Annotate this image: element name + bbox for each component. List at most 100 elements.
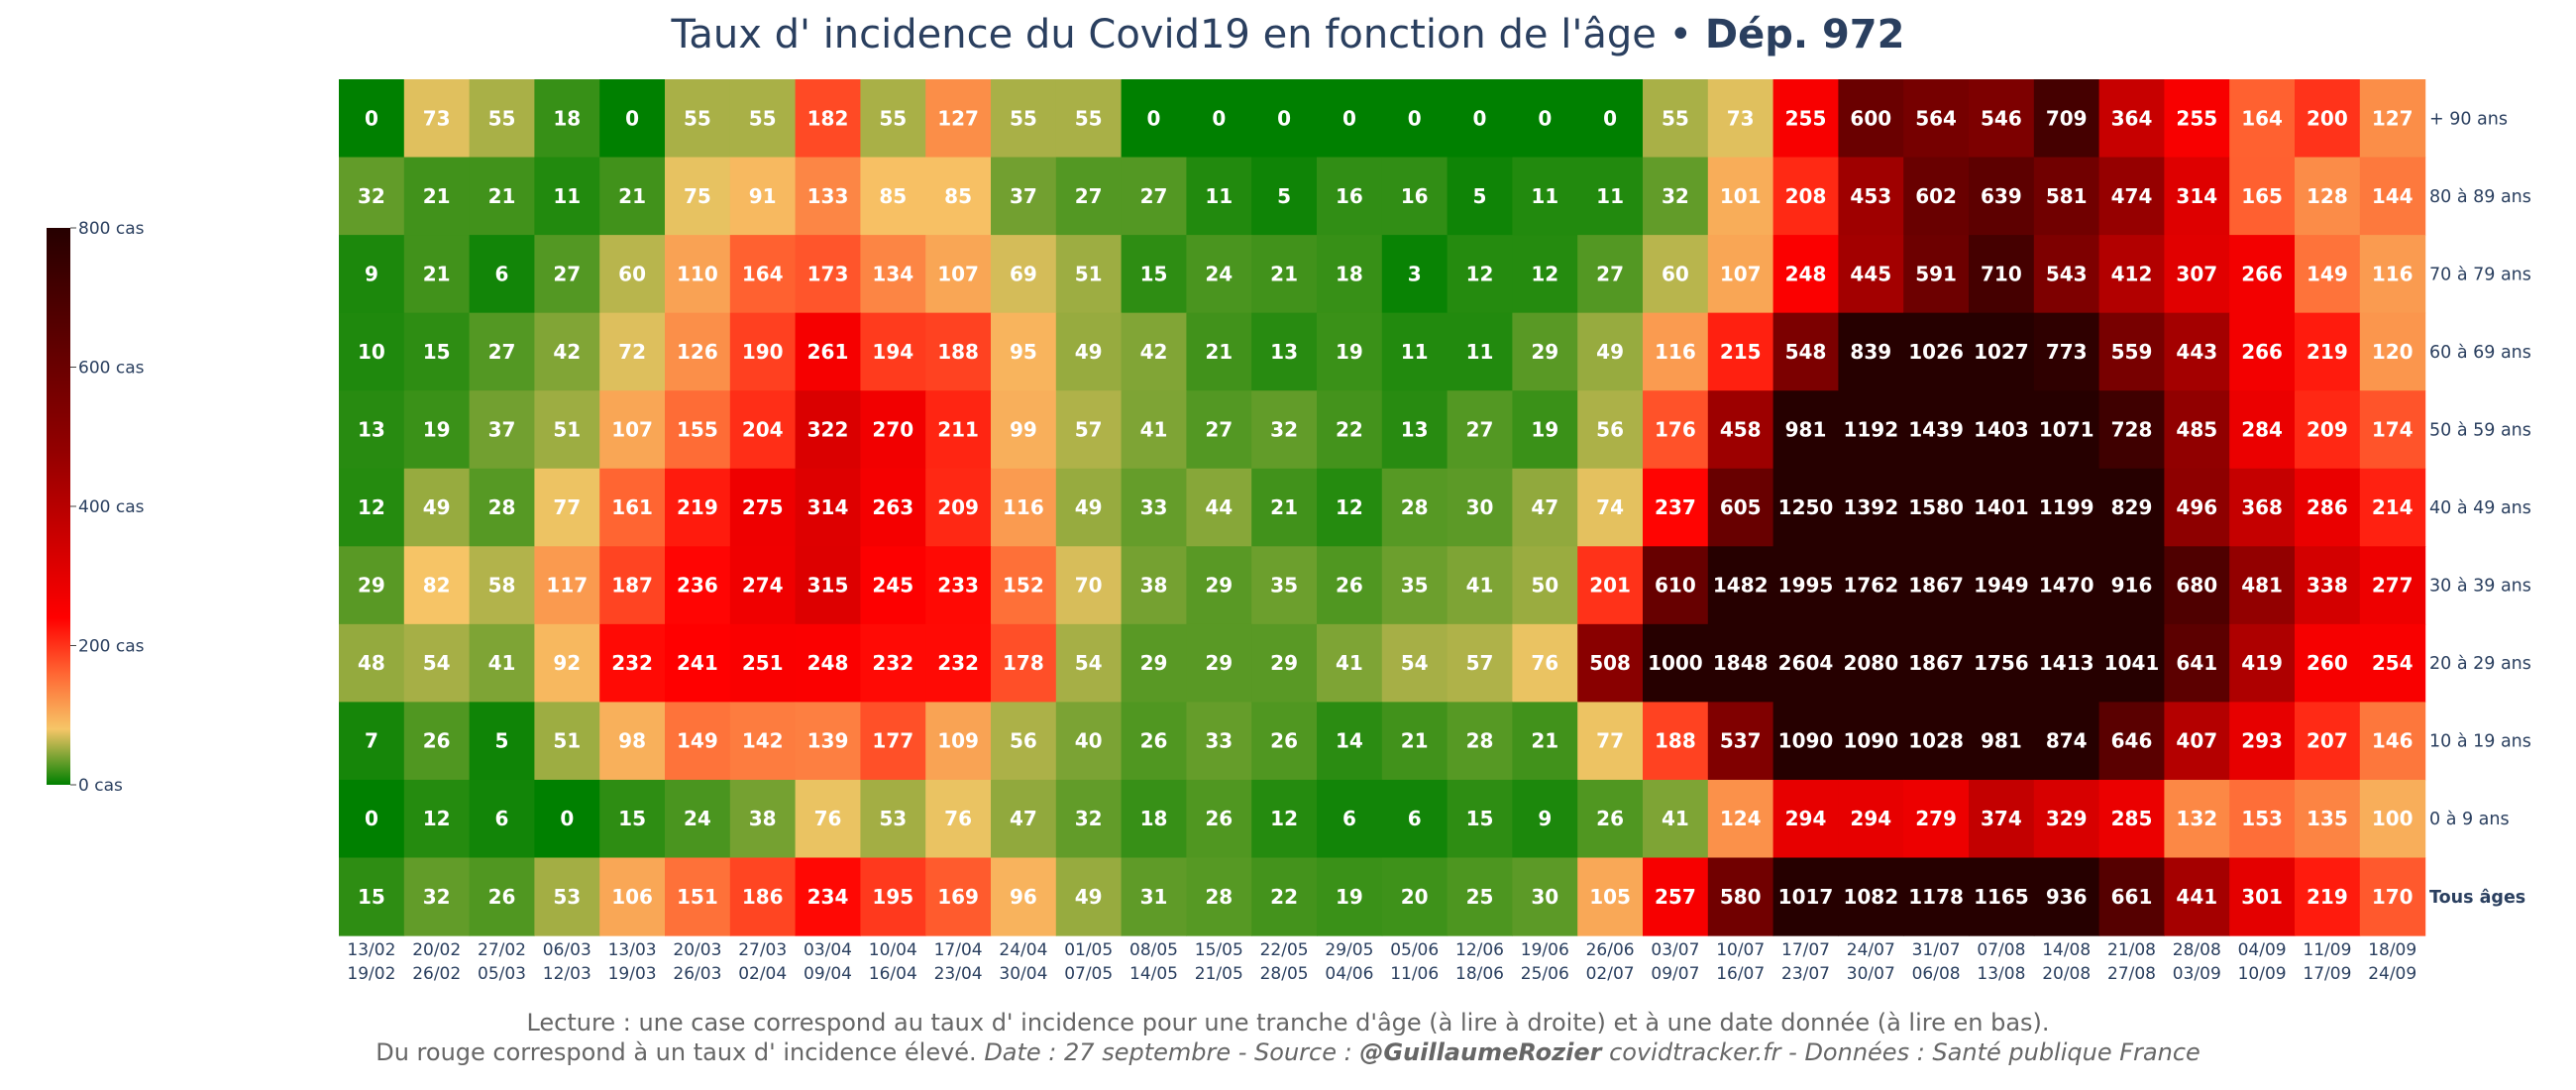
cell-value-label: 56 [1596, 417, 1624, 441]
heatmap-cell [1577, 546, 1644, 625]
cell-value-label: 605 [1720, 495, 1762, 519]
column-label-end: 21/05 [1195, 964, 1243, 984]
cell-value-label: 419 [2241, 651, 2283, 675]
cell-value-label: 1482 [1713, 574, 1769, 598]
heatmap-cell [2164, 390, 2230, 470]
cell-value-label: 209 [2307, 417, 2348, 441]
cell-value-label: 21 [1531, 729, 1558, 753]
heatmap-cell [795, 779, 861, 859]
heatmap-cell [991, 702, 1057, 781]
row-label: 80 à 89 ans [2429, 187, 2531, 207]
cell-value-label: 208 [1785, 184, 1827, 208]
colorbar: 0 cas 200 cas 400 cas 600 cas 800 cas [47, 219, 145, 796]
heatmap-cell [2164, 857, 2230, 936]
column-label-end: 23/07 [1781, 964, 1830, 984]
cell-value-label: 38 [1140, 574, 1168, 598]
heatmap-cell [1969, 623, 2035, 703]
heatmap-cell [2033, 546, 2100, 625]
cell-value-label: 496 [2176, 495, 2217, 519]
heatmap-cell [1381, 623, 1449, 703]
cell-value-label: 1848 [1713, 651, 1769, 675]
cell-value-label: 314 [807, 495, 849, 519]
cell-value-label: 602 [1915, 184, 1957, 208]
cell-value-label: 48 [358, 651, 385, 675]
cell-value-label: 155 [677, 417, 718, 441]
cell-value-label: 18 [1140, 807, 1168, 830]
row-label: 50 à 59 ans [2429, 420, 2531, 440]
column-label-start: 22/05 [1260, 940, 1309, 960]
heatmap-cell [925, 468, 992, 547]
column-label-end: 10/09 [2238, 964, 2287, 984]
cell-value-label: 21 [423, 184, 451, 208]
heatmap-cell [2295, 312, 2361, 391]
heatmap-cell [534, 702, 600, 781]
cell-value-label: 661 [2111, 885, 2153, 909]
heatmap-cell [469, 390, 535, 470]
heatmap-cell [1186, 157, 1252, 236]
cell-value-label: 27 [1205, 417, 1233, 441]
cell-value-label: 537 [1720, 729, 1762, 753]
heatmap-cell [1512, 157, 1578, 236]
heatmap-cell [1838, 390, 1904, 470]
heatmap-cell [1055, 312, 1123, 391]
column-label-start: 31/07 [1912, 940, 1961, 960]
heatmap-cell [1317, 857, 1383, 936]
chart-title: Taux d' incidence du Covid19 en fonction… [671, 12, 1905, 57]
cell-value-label: 10 [358, 340, 385, 364]
column-label-end: 28/05 [1260, 964, 1309, 984]
footer-line-2-date-source: Date : 27 septembre - Source : [984, 1038, 1359, 1066]
cell-value-label: 12 [358, 495, 385, 519]
colorbar-tick-label: 600 cas [78, 359, 145, 379]
heatmap-cell [339, 623, 405, 703]
cell-value-label: 32 [423, 885, 451, 909]
heatmap-cell [403, 779, 471, 859]
heatmap-cell [991, 157, 1057, 236]
heatmap-cell [1903, 546, 1970, 625]
heatmap-cell [2098, 468, 2165, 547]
heatmap-cell [795, 157, 861, 236]
cell-value-label: 49 [1596, 340, 1624, 364]
heatmap-cell [1512, 79, 1578, 159]
row-label: 10 à 19 ans [2429, 732, 2531, 752]
cell-value-label: 263 [872, 495, 913, 519]
column-label-end: 17/09 [2303, 964, 2351, 984]
cell-value-label: 21 [1270, 262, 1298, 285]
cell-value-label: 37 [1010, 184, 1037, 208]
cell-value-label: 237 [1655, 495, 1696, 519]
heatmap-cell [1903, 779, 1970, 859]
cell-value-label: 19 [1336, 885, 1363, 909]
cell-value-label: 107 [611, 417, 653, 441]
cell-value-label: 641 [2176, 651, 2217, 675]
cell-value-label: 18 [553, 106, 581, 130]
heatmap-cell [1055, 623, 1123, 703]
cell-value-label: 1028 [1908, 729, 1964, 753]
cell-value-label: 47 [1010, 807, 1037, 830]
heatmap-cell [2229, 390, 2296, 470]
cell-value-label: 261 [807, 340, 849, 364]
heatmap-cell [729, 79, 797, 159]
heatmap-cell [1707, 312, 1774, 391]
heatmap-cell [1707, 235, 1774, 314]
footer-line-2: Du rouge correspond à un taux d' inciden… [376, 1038, 2200, 1066]
heatmap-cell [403, 390, 471, 470]
cell-value-label: 293 [2241, 729, 2283, 753]
heatmap-cell [1707, 702, 1774, 781]
heatmap-cell [2359, 779, 2426, 859]
heatmap-cell [2295, 157, 2361, 236]
cell-value-label: 219 [2307, 885, 2348, 909]
heatmap-cell [860, 79, 926, 159]
cell-value-label: 11 [1401, 340, 1429, 364]
cell-value-label: 41 [488, 651, 516, 675]
column-label-start: 18/09 [2368, 940, 2416, 960]
heatmap-cell [1447, 79, 1513, 159]
cell-value-label: 44 [1205, 495, 1233, 519]
cell-value-label: 270 [872, 417, 913, 441]
cell-value-label: 232 [872, 651, 913, 675]
heatmap-cell [1838, 235, 1904, 314]
column-label-start: 14/08 [2042, 940, 2091, 960]
heatmap-cell [1969, 779, 2035, 859]
cell-value-label: 31 [1140, 885, 1168, 909]
cell-value-label: 1165 [1974, 885, 2029, 909]
heatmap-cell [1643, 235, 1709, 314]
heatmap-cell [925, 312, 992, 391]
